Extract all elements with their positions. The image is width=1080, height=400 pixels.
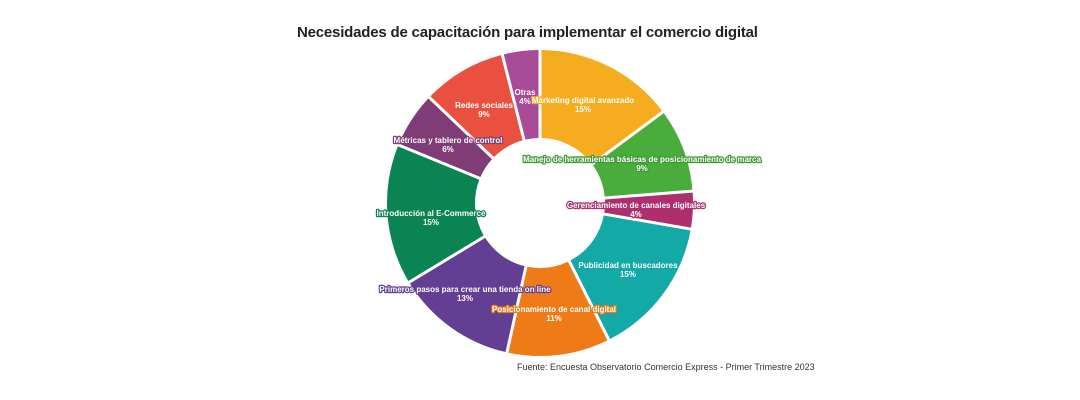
slice-label-publicidad-en-buscadores: Publicidad en buscadores 15% — [578, 261, 678, 279]
slice-label-percent: 11% — [546, 314, 562, 323]
slice-label-name: Manejo de herramientas básicas de posici… — [523, 155, 761, 164]
slice-label-gerenciamiento-de-canales-digitales: Gerenciamiento de canales digitales 4% — [567, 201, 706, 219]
slice-label-percent: 9% — [636, 164, 648, 173]
slice-label-name: Redes sociales — [455, 101, 513, 110]
slice-label-name: Métricas y tablero de control — [394, 136, 503, 145]
slice-label-percent: 6% — [442, 145, 454, 154]
slice-metricas-y-tablero-de-control — [398, 98, 492, 177]
slice-label-redes-sociales: Redes sociales 9% — [455, 101, 513, 119]
slice-otras — [503, 50, 539, 140]
slice-label-otras: Otras 4% — [515, 88, 536, 106]
slice-label-posicionamiento-de-canal-digital: Posicionamiento de canal digital 11% — [492, 305, 616, 323]
slice-marketing-digital-avanzado — [541, 50, 663, 164]
slice-label-percent: 4% — [519, 97, 531, 106]
slice-manejo-de-herramientas-basicas-de-posicionamiento-de-marca — [593, 113, 693, 197]
slice-redes-sociales — [430, 55, 523, 158]
slice-label-metricas-y-tablero-de-control: Métricas y tablero de control 6% — [394, 136, 503, 154]
slice-label-name: Gerenciamiento de canales digitales — [567, 201, 706, 210]
slice-label-name: Primeros pasos para crear una tienda on … — [379, 285, 551, 294]
slice-label-percent: 13% — [457, 294, 473, 303]
slice-label-name: Posicionamiento de canal digital — [492, 305, 616, 314]
slice-label-primeros-pasos-para-crear-una-tienda-on-line: Primeros pasos para crear una tienda on … — [379, 285, 551, 303]
slice-label-name: Publicidad en buscadores — [578, 261, 678, 270]
slice-gerenciamiento-de-canales-digitales — [604, 192, 693, 228]
donut-slices — [387, 50, 693, 356]
slice-label-manejo-de-herramientas-basicas-de-posicionamiento-de-marca: Manejo de herramientas básicas de posici… — [523, 155, 761, 173]
slice-label-percent: 15% — [620, 270, 636, 279]
slice-label-name: Otras — [515, 88, 536, 97]
chart-source: Fuente: Encuesta Observatorio Comercio E… — [517, 362, 815, 372]
slice-label-percent: 15% — [423, 218, 439, 227]
slice-label-introduccion-al-e-commerce: Introducción al E-Commerce 15% — [377, 209, 486, 227]
slice-primeros-pasos-para-crear-una-tienda-on-line — [409, 237, 525, 353]
slice-publicidad-en-buscadores — [570, 215, 691, 339]
slice-label-name: Introducción al E-Commerce — [377, 209, 486, 218]
slice-label-name: Márketing digital avanzado — [532, 96, 634, 105]
slice-label-percent: 15% — [575, 105, 591, 114]
slice-label-percent: 9% — [478, 110, 490, 119]
slice-introduccion-al-e-commerce — [387, 146, 484, 281]
chart-title: Necesidades de capacitación para impleme… — [297, 24, 758, 41]
donut-labels: Márketing digital avanzado 15%Manejo de h… — [375, 87, 762, 324]
slice-label-percent: 4% — [630, 210, 642, 219]
slice-label-marketing-digital-avanzado: Márketing digital avanzado 15% — [532, 96, 634, 114]
slice-posicionamiento-de-canal-digital — [508, 261, 608, 356]
